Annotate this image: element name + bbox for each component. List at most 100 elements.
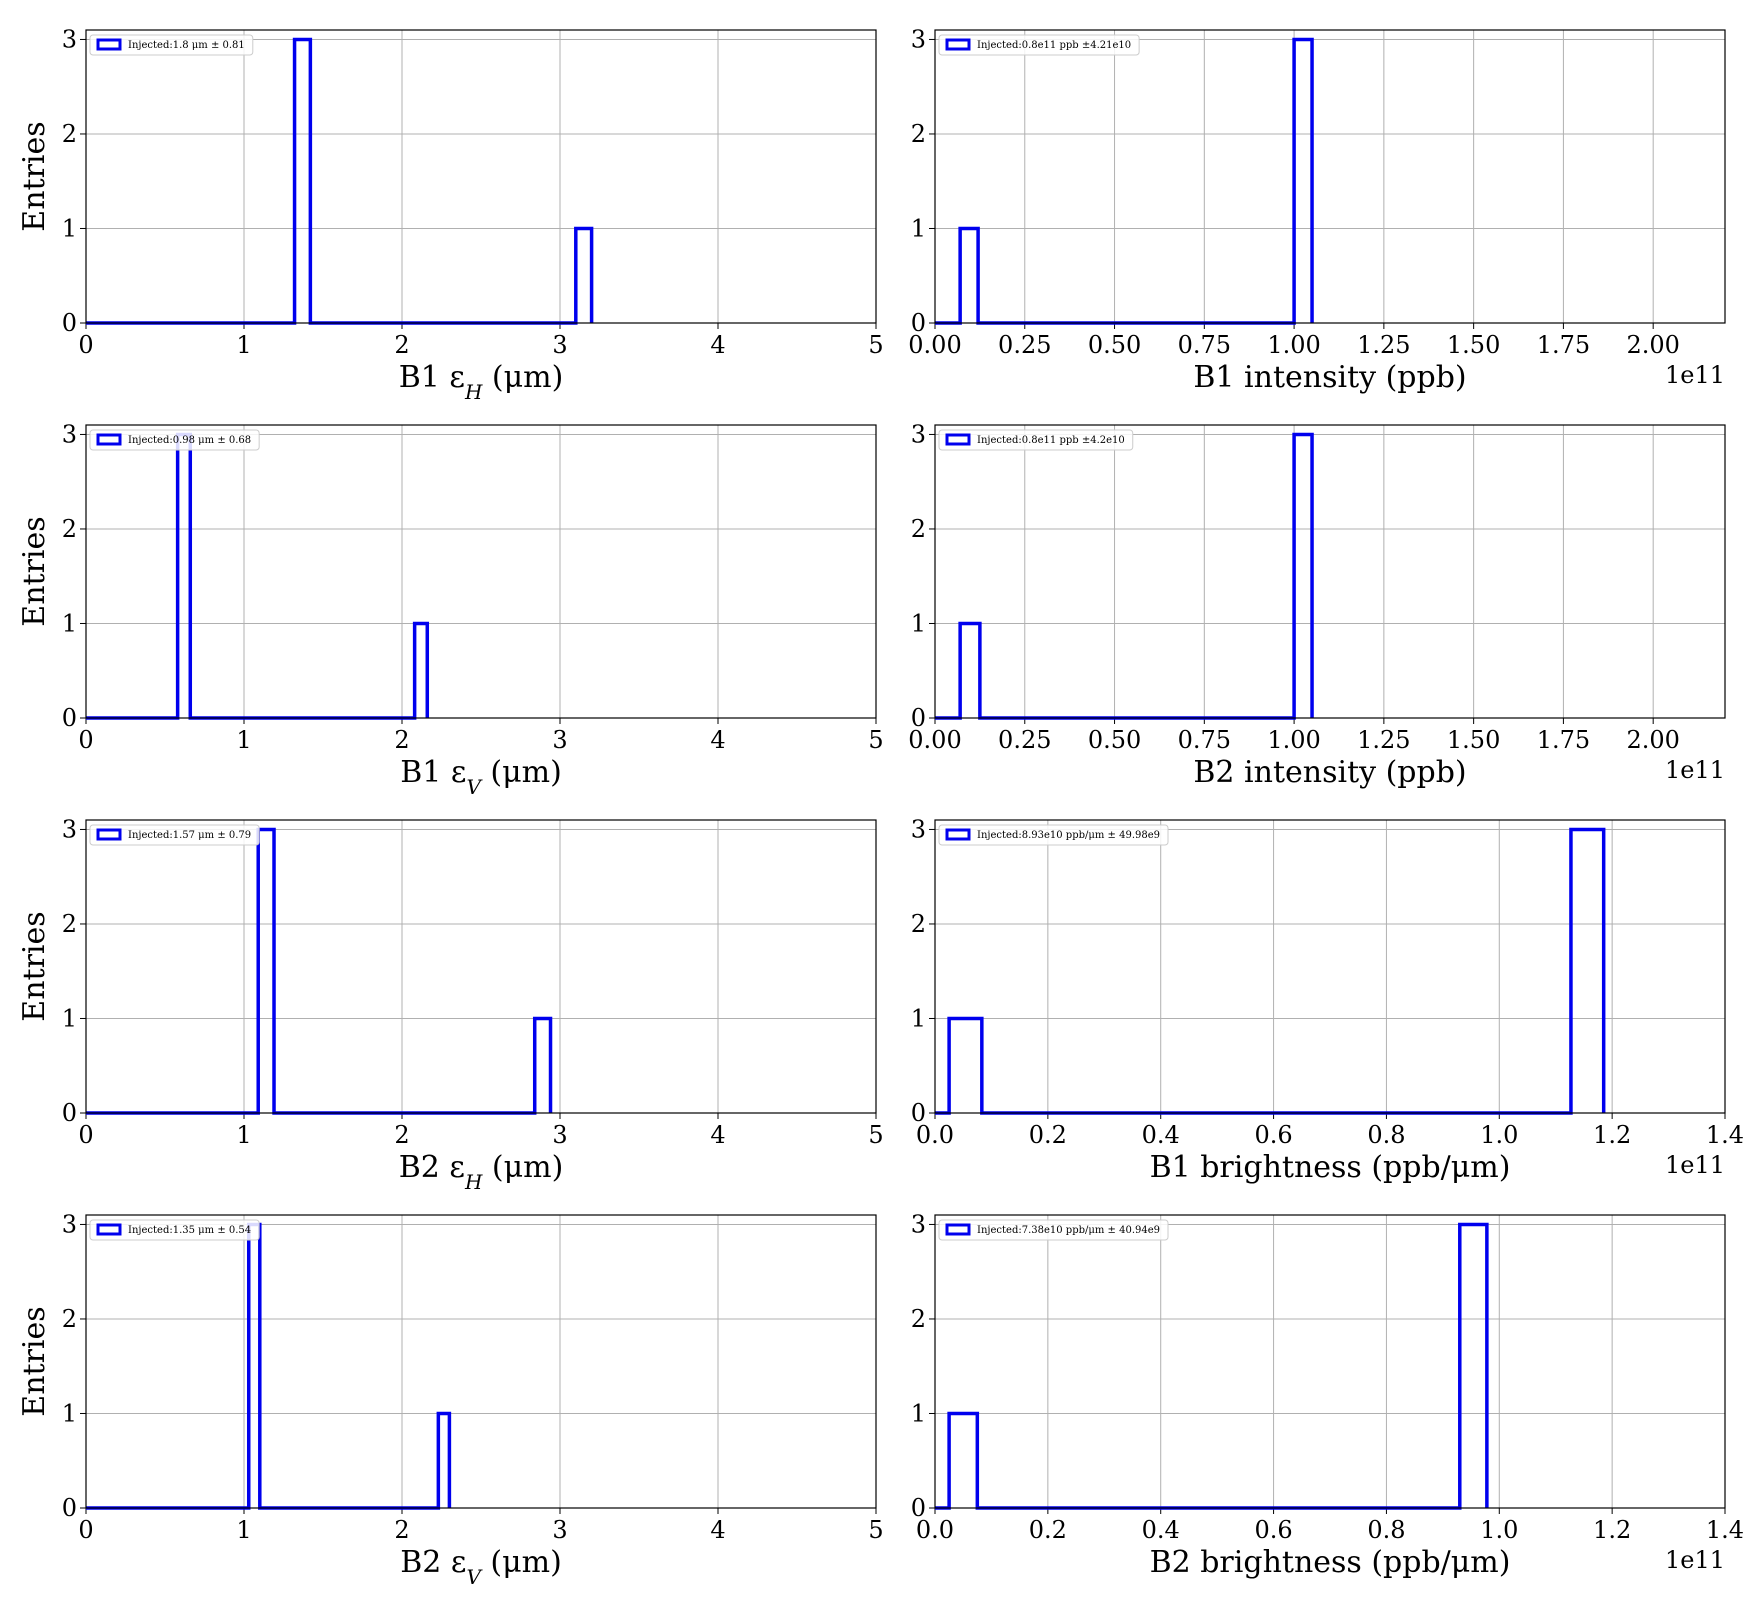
x-tick-label: 4 <box>710 726 725 754</box>
legend-label: Injected:0.8e11 ppb ±4.2e10 <box>977 435 1125 446</box>
axes-frame <box>934 29 1726 324</box>
histogram-outline <box>86 1222 452 1510</box>
legend-swatch <box>945 38 971 51</box>
y-tick-label: 1 <box>62 214 77 242</box>
legend-swatch <box>945 1223 971 1236</box>
y-tick-label: 0 <box>911 1494 926 1522</box>
x-tick-label: 1.00 <box>1267 726 1320 754</box>
legend-swatch <box>96 828 122 841</box>
x-tick-label: 0.25 <box>998 726 1051 754</box>
histogram-outline <box>86 432 430 720</box>
legend-label: Injected:0.8e11 ppb ±4.21e10 <box>977 40 1131 51</box>
axes-frame <box>85 1214 877 1509</box>
y-tick-label: 1 <box>911 609 926 637</box>
x-tick-label: 1.2 <box>1593 1121 1631 1149</box>
x-tick-label: 1.25 <box>1357 726 1410 754</box>
y-tick-label: 1 <box>62 609 77 637</box>
x-axis-offset-label: 1e11 <box>1665 1546 1725 1574</box>
y-tick-label: 3 <box>911 25 926 53</box>
x-tick-label: 5 <box>868 1516 883 1544</box>
y-tick-label: 0 <box>911 1099 926 1127</box>
chart-panel-5: 0 1 2 3 4 5 0 1 2 3 Injected:1.57 μm ± 0.79 B2 εH (… <box>17 815 884 1194</box>
legend: Injected:1.35 μm ± 0.54 <box>89 1219 260 1241</box>
x-tick-label: 2.00 <box>1626 726 1679 754</box>
histogram-bin <box>960 623 980 718</box>
chart-panel-1: 0 1 2 3 4 5 0 1 2 3 Injected:1.8 μm ± 0.81 B1 εH (μ… <box>17 25 884 404</box>
x-axis-label: B2 εH (μm) <box>399 1150 564 1194</box>
x-axis-label: B2 εV (μm) <box>400 1545 562 1589</box>
axes-frame <box>85 29 877 324</box>
y-tick-label: 0 <box>62 704 77 732</box>
x-axis-label: B1 brightness (ppb/μm) <box>1150 1150 1511 1185</box>
legend: Injected:7.38e10 ppb/μm ± 40.94e9 <box>938 1219 1169 1241</box>
x-tick-label: 1.75 <box>1537 726 1590 754</box>
x-tick-label: 0.75 <box>1178 726 1231 754</box>
y-axis-label: Entries <box>17 911 52 1021</box>
legend-label: Injected:8.93e10 ppb/μm ± 49.98e9 <box>977 830 1160 841</box>
histogram-outline <box>935 37 1314 325</box>
y-tick-label: 1 <box>911 1004 926 1032</box>
y-tick-label: 1 <box>911 214 926 242</box>
x-tick-label: 0.4 <box>1142 1516 1180 1544</box>
histogram-bin <box>1294 434 1312 718</box>
legend-swatch <box>96 1223 122 1236</box>
histogram-bin <box>1294 39 1312 323</box>
x-tick-label: 4 <box>710 1516 725 1544</box>
x-tick-label: 0.50 <box>1088 726 1141 754</box>
legend-box <box>938 824 1169 846</box>
y-tick-label: 2 <box>911 910 926 938</box>
y-tick-label: 2 <box>911 1305 926 1333</box>
x-tick-label: 0 <box>78 1121 93 1149</box>
histogram-outline <box>86 37 594 325</box>
legend-label: Injected:0.98 μm ± 0.68 <box>128 435 251 446</box>
axes-frame <box>934 1214 1726 1509</box>
x-tick-label: 4 <box>710 331 725 359</box>
axes-frame <box>85 819 877 1114</box>
x-tick-label: 1.25 <box>1357 331 1410 359</box>
legend-swatch <box>96 38 122 51</box>
legend-label: Injected:7.38e10 ppb/μm ± 40.94e9 <box>977 1225 1160 1236</box>
x-axis-label: B2 intensity (ppb) <box>1193 755 1466 790</box>
y-tick-label: 3 <box>62 815 77 843</box>
x-tick-label: 3 <box>552 1121 567 1149</box>
legend-box <box>938 1219 1169 1241</box>
legend: Injected:0.98 μm ± 0.68 <box>89 429 260 451</box>
y-tick-label: 1 <box>62 1004 77 1032</box>
histogram-bin <box>1571 829 1604 1113</box>
y-tick-label: 2 <box>62 1305 77 1333</box>
legend: Injected:0.8e11 ppb ±4.2e10 <box>938 429 1134 451</box>
x-tick-label: 2 <box>394 1121 409 1149</box>
x-tick-label: 5 <box>868 331 883 359</box>
legend-label: Injected:1.8 μm ± 0.81 <box>128 40 245 51</box>
x-tick-label: 0.2 <box>1029 1516 1067 1544</box>
y-tick-label: 3 <box>62 25 77 53</box>
x-axis-offset-label: 1e11 <box>1665 756 1725 784</box>
chart-panel-3: 0 1 2 3 4 5 0 1 2 3 Injected:0.98 μm ± 0.68 B1 εV (… <box>17 420 884 799</box>
y-tick-label: 2 <box>911 515 926 543</box>
histogram-bin <box>949 1018 982 1113</box>
x-axis-offset-label: 1e11 <box>1665 1151 1725 1179</box>
x-tick-label: 1.4 <box>1706 1516 1744 1544</box>
x-tick-label: 2.00 <box>1626 331 1679 359</box>
legend-box <box>89 1219 260 1241</box>
histogram-bin <box>960 228 978 323</box>
x-tick-label: 1.00 <box>1267 331 1320 359</box>
histogram-bin <box>576 228 592 323</box>
y-tick-label: 0 <box>911 704 926 732</box>
x-tick-label: 1 <box>236 1121 251 1149</box>
y-tick-label: 0 <box>911 309 926 337</box>
x-tick-label: 2 <box>394 1516 409 1544</box>
y-tick-label: 0 <box>62 309 77 337</box>
x-tick-label: 3 <box>552 1516 567 1544</box>
x-tick-label: 0.8 <box>1367 1121 1405 1149</box>
y-tick-label: 2 <box>62 515 77 543</box>
legend-swatch <box>96 433 122 446</box>
x-tick-label: 5 <box>868 726 883 754</box>
y-tick-label: 1 <box>911 1399 926 1427</box>
chart-panel-7: 0 1 2 3 4 5 0 1 2 3 Injected:1.35 μm ± 0.54 B2 εV (… <box>17 1210 884 1589</box>
legend-box <box>89 429 260 451</box>
legend-box <box>89 34 254 56</box>
legend-box <box>89 824 260 846</box>
x-tick-label: 1.75 <box>1537 331 1590 359</box>
